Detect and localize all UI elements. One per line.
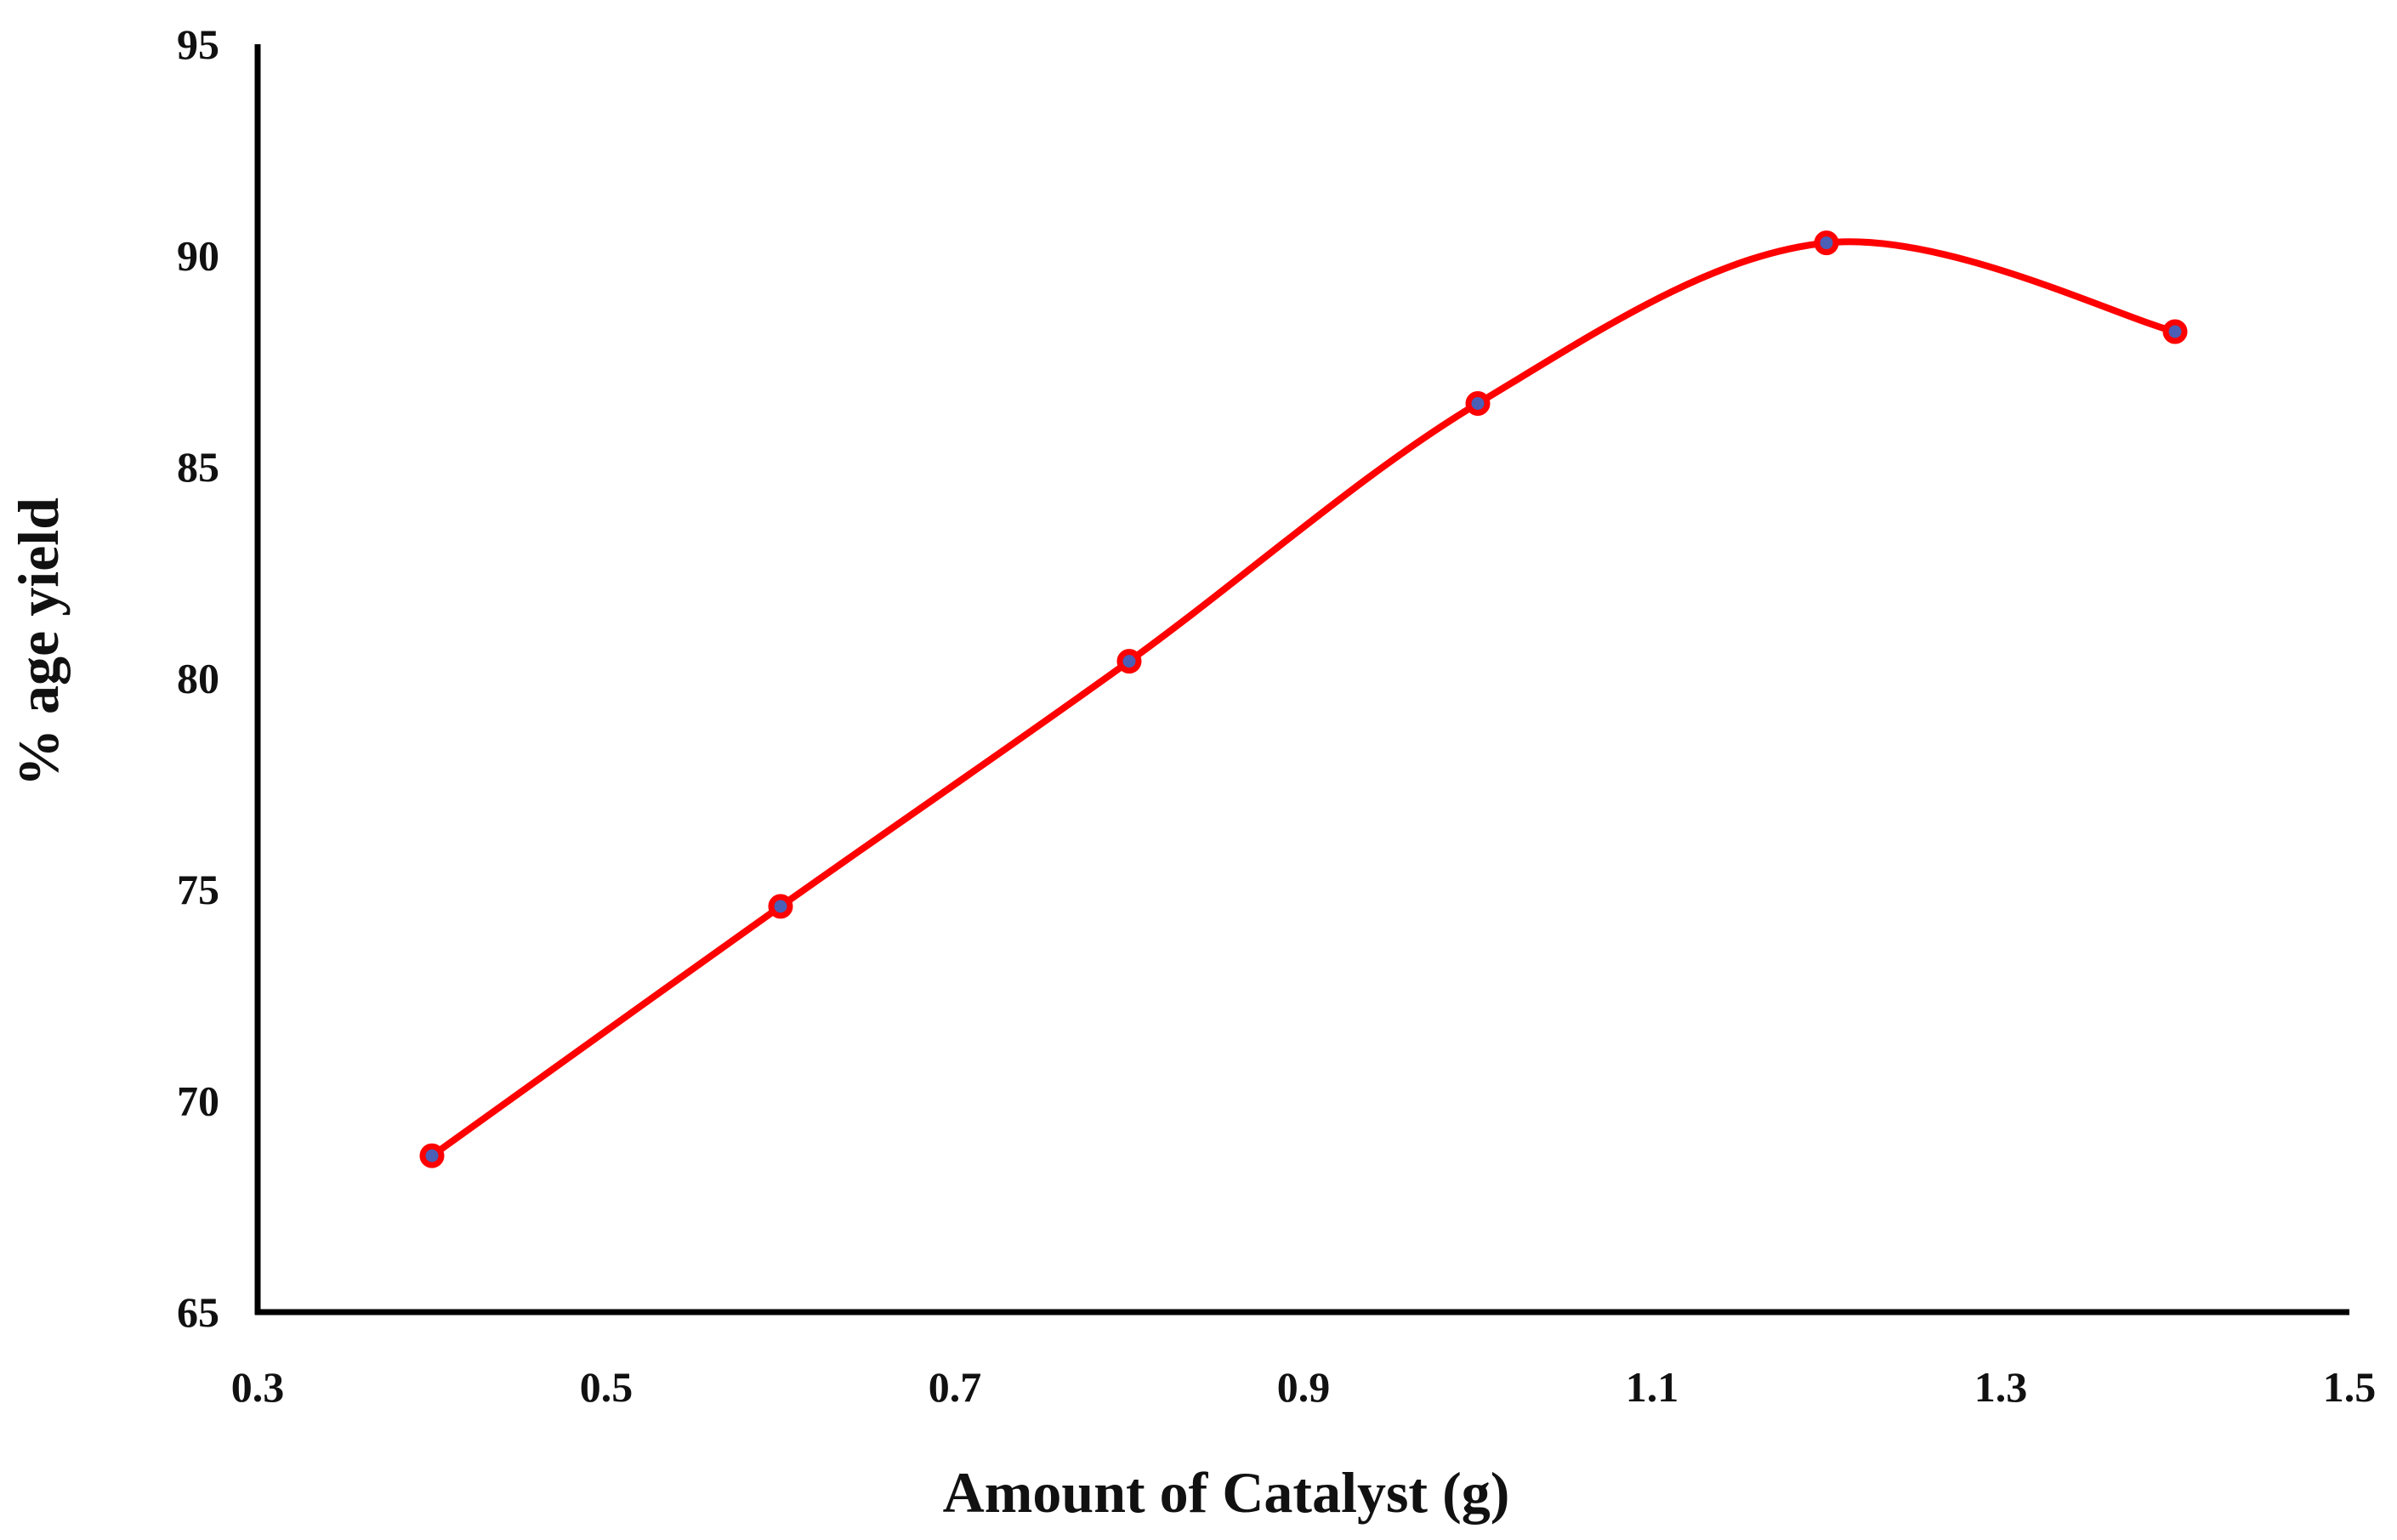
x-tick-label: 1.1 bbox=[1626, 1363, 1679, 1411]
data-point bbox=[1465, 390, 1491, 416]
x-axis-title: Amount of Catalyst (g) bbox=[943, 1460, 1510, 1525]
x-tick-label: 0.7 bbox=[929, 1363, 982, 1411]
data-point bbox=[2162, 319, 2188, 344]
y-tick-label: 65 bbox=[177, 1288, 219, 1336]
x-tick-label: 0.9 bbox=[1277, 1363, 1331, 1411]
y-tick-label: 85 bbox=[177, 443, 219, 491]
y-tick-label: 80 bbox=[177, 655, 219, 702]
x-tick-label: 0.5 bbox=[580, 1363, 633, 1411]
x-tick-label: 0.3 bbox=[231, 1363, 285, 1411]
y-tick-label: 90 bbox=[177, 232, 219, 280]
data-point bbox=[1814, 230, 1839, 256]
y-tick-label: 70 bbox=[177, 1077, 219, 1125]
data-point bbox=[419, 1143, 445, 1168]
data-point bbox=[1116, 649, 1142, 674]
x-axis-ticks: 0.3 0.5 0.7 0.9 1.1 1.3 1.5 bbox=[231, 1363, 2377, 1411]
y-tick-label: 95 bbox=[177, 20, 219, 68]
series-line bbox=[429, 238, 2178, 1160]
y-tick-label: 75 bbox=[177, 866, 219, 913]
y-axis-ticks: 65 70 75 80 85 90 95 bbox=[177, 20, 219, 1336]
x-tick-label: 1.5 bbox=[2323, 1363, 2377, 1411]
y-axis-title: % age yield bbox=[6, 497, 71, 787]
series-layer bbox=[419, 230, 2188, 1168]
x-tick-label: 1.3 bbox=[1974, 1363, 2028, 1411]
data-point bbox=[768, 894, 793, 919]
